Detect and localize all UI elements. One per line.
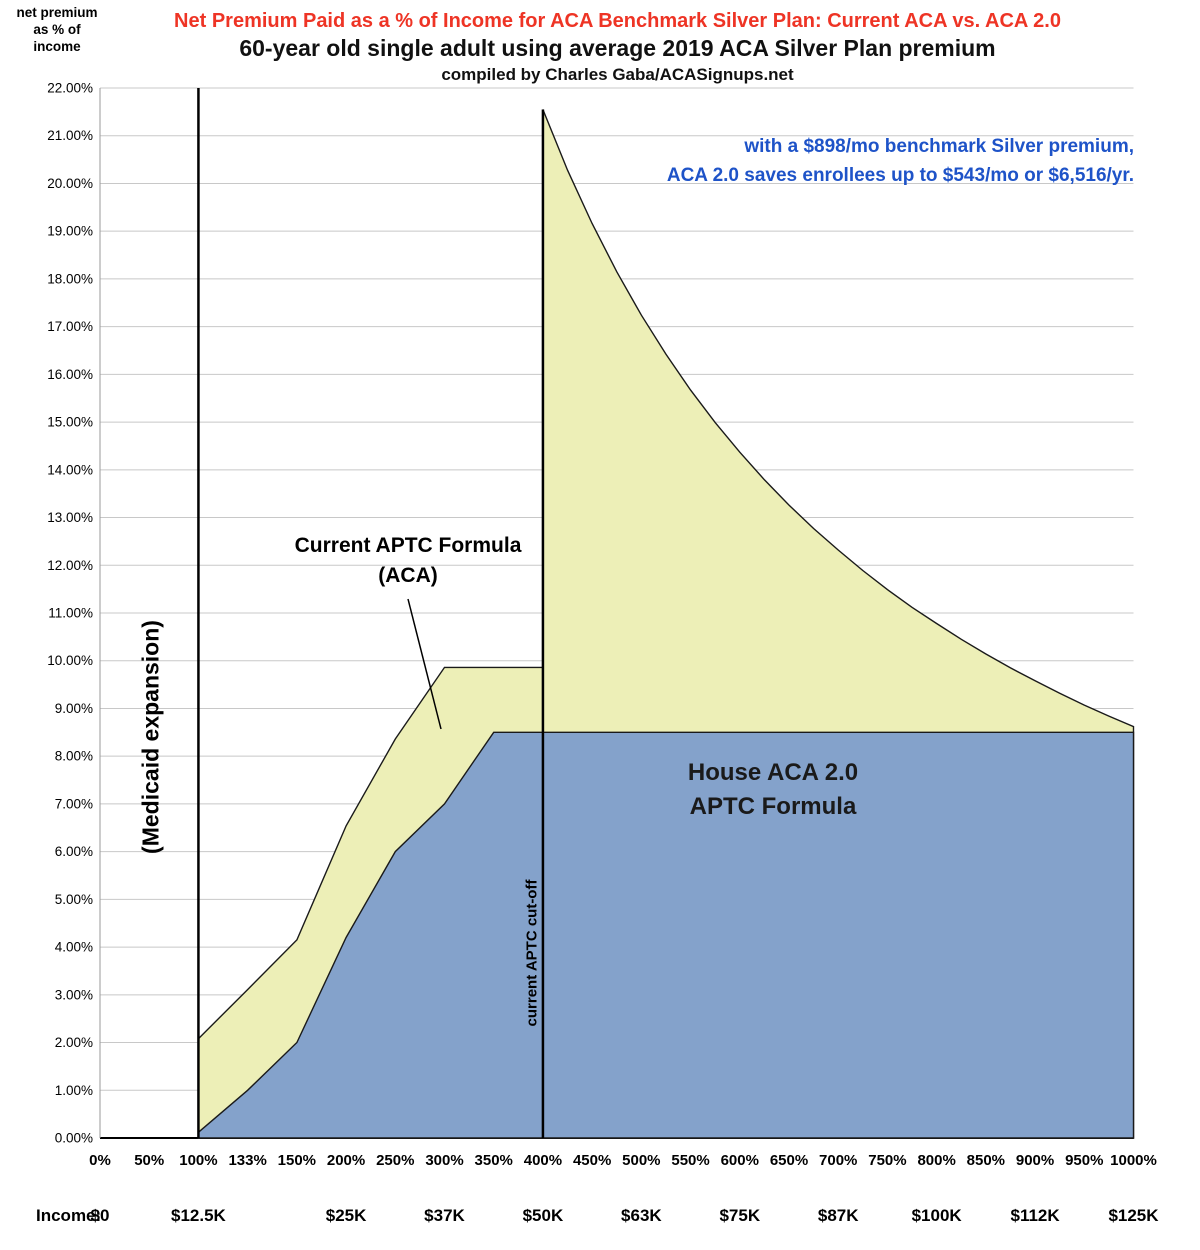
x-axis-tick-label: 850%: [967, 1152, 1005, 1169]
x-axis-tick-label: 950%: [1065, 1152, 1103, 1169]
x-axis-tick-label: 800%: [917, 1152, 955, 1169]
y-axis-tick-label: 18.00%: [47, 271, 93, 286]
y-axis-tick-label: 0.00%: [55, 1131, 93, 1146]
income-axis-value: $50K: [523, 1206, 564, 1225]
y-axis-tick-label: 6.00%: [55, 844, 93, 859]
income-axis-value: $87K: [818, 1206, 859, 1225]
y-axis-tick-label: 5.00%: [55, 892, 93, 907]
x-axis-tick-label: 900%: [1016, 1152, 1054, 1169]
medicaid-expansion-label: (Medicaid expansion): [137, 620, 164, 854]
x-axis-tick-label: 600%: [721, 1152, 759, 1169]
chart-attribution: compiled by Charles Gaba/ACASignups.net: [441, 64, 794, 84]
y-axis-tick-label: 15.00%: [47, 415, 93, 430]
y-axis-tick-label: 16.00%: [47, 367, 93, 382]
aptc-cutoff-label: current APTC cut-off: [523, 879, 541, 1027]
y-axis-tick-label: 20.00%: [47, 176, 93, 191]
y-axis-unit-label: net premium as % of income: [8, 5, 106, 56]
income-axis-value: $63K: [621, 1206, 662, 1225]
x-axis-tick-label: 200%: [327, 1152, 365, 1169]
y-axis-tick-label: 11.00%: [48, 606, 93, 621]
x-axis-tick-label: 1000%: [1110, 1152, 1157, 1169]
annotation-leader-line: [407, 598, 442, 730]
y-axis-tick-label: 8.00%: [55, 749, 93, 764]
x-axis-tick-label: 50%: [134, 1152, 164, 1169]
income-axis-value: $12.5K: [171, 1206, 227, 1225]
savings-annotation-line: ACA 2.0 saves enrollees up to $543/mo or…: [666, 164, 1134, 186]
y-axis-tick-label: 4.00%: [55, 940, 93, 955]
y-axis-tick-label: 2.00%: [55, 1035, 93, 1050]
y-axis-tick-label: 17.00%: [47, 319, 93, 334]
house-aca20-formula-label: House ACA 2.0 APTC Formula: [688, 756, 858, 823]
x-axis-tick-label: 500%: [622, 1152, 660, 1169]
y-axis-tick-label: 12.00%: [47, 558, 93, 573]
income-axis-value: $0: [91, 1206, 110, 1225]
x-axis-tick-label: 0%: [89, 1152, 111, 1169]
y-axis-tick-label: 1.00%: [55, 1083, 93, 1098]
x-axis-tick-label: 150%: [278, 1152, 316, 1169]
y-axis-tick-label: 19.00%: [47, 224, 93, 239]
y-axis-tick-label: 22.00%: [47, 81, 93, 96]
income-axis-value: $125K: [1108, 1206, 1159, 1225]
house-aca20-formula-label-line: APTC Formula: [689, 792, 857, 820]
x-axis-tick-label: 250%: [376, 1152, 414, 1169]
income-axis-value: $37K: [424, 1206, 465, 1225]
chart-subtitle: 60-year old single adult using average 2…: [239, 35, 996, 61]
y-axis-tick-label: 10.00%: [47, 653, 93, 668]
current-aptc-formula-label-line: Current APTC Formula: [294, 534, 522, 557]
x-axis-tick-label: 650%: [770, 1152, 808, 1169]
x-axis-tick-label: 300%: [425, 1152, 463, 1169]
y-axis-tick-label: 3.00%: [55, 987, 93, 1002]
chart-title: Net Premium Paid as a % of Income for AC…: [174, 10, 1061, 32]
income-axis-title: Income:: [36, 1206, 101, 1225]
savings-annotation: with a $898/mo benchmark Silver premium,…: [667, 133, 1134, 190]
x-axis-tick-label: 400%: [524, 1152, 562, 1169]
y-axis-tick-label: 14.00%: [47, 462, 93, 477]
current-aptc-formula-label-line: (ACA): [378, 564, 438, 588]
y-axis-tick-label: 7.00%: [55, 796, 93, 811]
y-axis-unit-line: as % of: [33, 21, 81, 37]
savings-annotation-line: with a $898/mo benchmark Silver premium,: [744, 136, 1134, 157]
y-axis-unit-line: net premium: [16, 5, 98, 20]
income-axis-value: $100K: [912, 1206, 963, 1225]
income-axis-value: $112K: [1010, 1206, 1060, 1225]
area-house-aca20: [197, 731, 1135, 1139]
y-axis-unit-line: income: [33, 38, 81, 54]
chart-title-block: Net Premium Paid as a % of Income for AC…: [100, 8, 1135, 86]
x-axis-tick-label: 133%: [228, 1152, 266, 1169]
y-axis-tick-label: 9.00%: [55, 701, 93, 716]
x-axis-tick-label: 750%: [868, 1152, 906, 1169]
y-axis-tick-label: 21.00%: [47, 128, 93, 143]
income-axis-value: $25K: [326, 1206, 367, 1225]
income-axis-value: $75K: [719, 1206, 760, 1225]
x-axis-tick-label: 700%: [819, 1152, 857, 1169]
y-axis-tick-label: 13.00%: [47, 510, 93, 525]
x-axis-tick-label: 350%: [475, 1152, 513, 1169]
x-axis-tick-label: 550%: [671, 1152, 709, 1169]
x-axis-tick-label: 100%: [179, 1152, 217, 1169]
house-aca20-formula-label-line: House ACA 2.0: [687, 759, 859, 786]
x-axis-tick-label: 450%: [573, 1152, 611, 1169]
current-aptc-formula-label: Current APTC Formula (ACA): [295, 531, 522, 592]
